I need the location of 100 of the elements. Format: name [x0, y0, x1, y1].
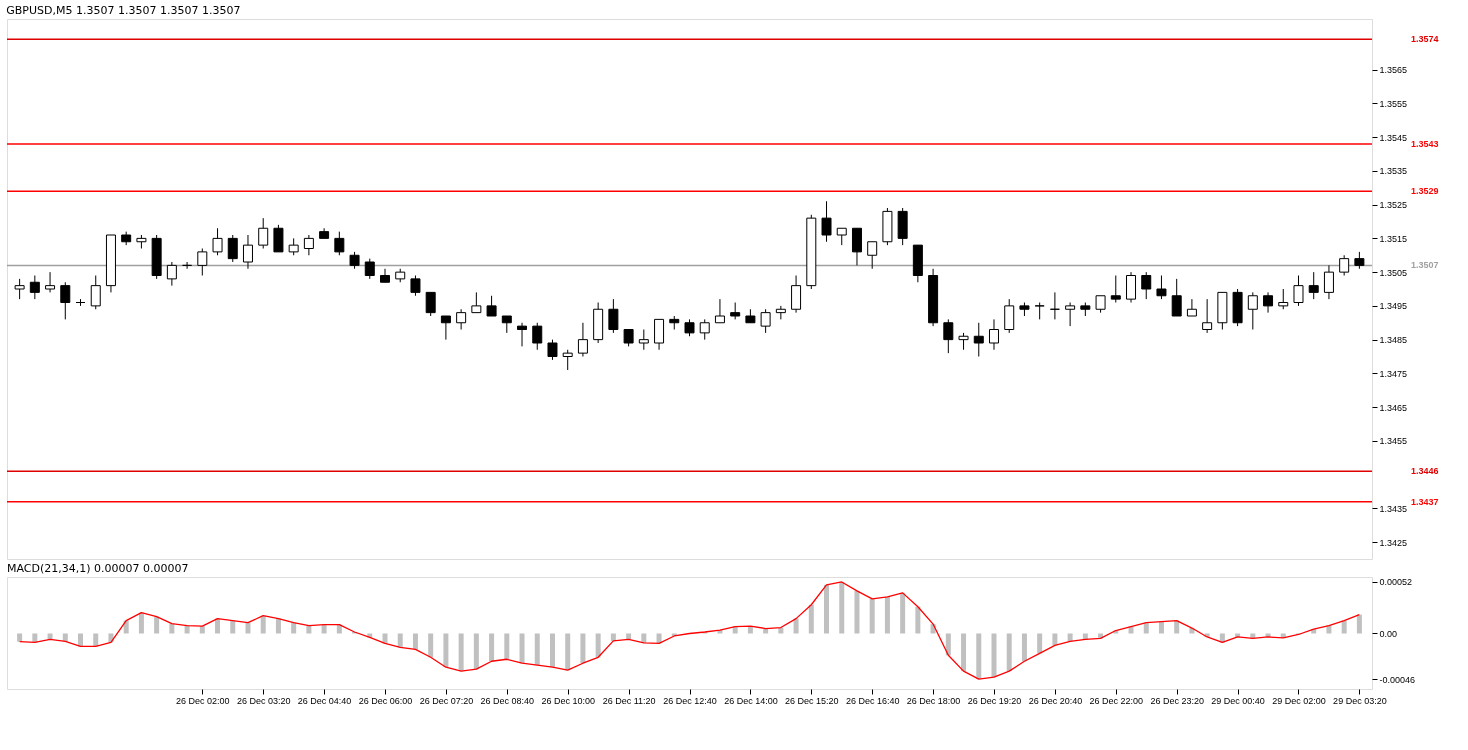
x-tick-label: 29 Dec 03:20	[1333, 695, 1387, 706]
bar	[47, 633, 53, 640]
y-tick-label: 1.3455	[1379, 436, 1408, 447]
candlestick	[791, 275, 802, 314]
candlestick	[1110, 275, 1121, 303]
bar	[1341, 620, 1347, 634]
y-tick-label: 1.3435	[1379, 503, 1408, 514]
candlestick	[608, 298, 619, 334]
bar	[473, 633, 479, 670]
candlestick	[1293, 275, 1304, 307]
candlestick	[440, 315, 451, 341]
bar	[839, 581, 845, 634]
x-tick-label: 29 Dec 02:00	[1272, 695, 1326, 706]
candlestick	[273, 224, 284, 253]
x-tick-label: 26 Dec 16:40	[845, 695, 900, 706]
candlestick	[242, 234, 253, 270]
bar	[915, 606, 921, 634]
bar	[1356, 614, 1362, 634]
y-tick-label: 1.3465	[1379, 402, 1408, 413]
candlestick	[456, 308, 467, 330]
candlestick	[562, 349, 573, 371]
bar	[1052, 633, 1058, 646]
bar	[1082, 633, 1088, 640]
bar	[1067, 633, 1073, 642]
bar	[1158, 621, 1164, 634]
candlestick	[867, 241, 878, 270]
y-tick-label: 1.3505	[1379, 267, 1408, 278]
bar	[580, 633, 586, 664]
x-tick-label: 26 Dec 10:00	[541, 695, 595, 706]
candlestick	[303, 234, 314, 256]
candlestick	[45, 271, 56, 293]
bar	[169, 623, 175, 634]
bar	[808, 604, 814, 634]
x-tick-label: 26 Dec 23:20	[1150, 695, 1204, 706]
bar	[62, 633, 68, 642]
candlestick	[714, 298, 725, 324]
y-tick-label: 1.3425	[1379, 537, 1408, 548]
bar	[108, 633, 114, 643]
y-tick-label: 1.3545	[1379, 132, 1408, 143]
candlestick	[699, 318, 710, 341]
bar	[824, 584, 830, 634]
x-tick-label: 26 Dec 14:00	[724, 695, 778, 706]
candlestick	[29, 275, 40, 300]
bar	[458, 633, 464, 672]
chart-title: MACD(21,34,1) 0.00007 0.00007	[7, 562, 189, 575]
candlestick	[517, 322, 528, 347]
candlestick	[471, 291, 482, 314]
bar	[412, 633, 418, 650]
bar	[275, 618, 281, 634]
bar	[1037, 633, 1043, 654]
bar	[78, 633, 84, 647]
bar	[961, 633, 967, 672]
ref-line-label: 1.3437	[1411, 496, 1439, 507]
bar	[397, 633, 403, 648]
x-tick-label: 26 Dec 22:00	[1089, 695, 1144, 706]
candlestick	[1263, 291, 1274, 314]
bar	[93, 633, 99, 647]
candlestick	[1171, 278, 1182, 317]
ref-line-label: 1.3529	[1411, 186, 1439, 197]
x-tick-label: 26 Dec 12:40	[663, 695, 717, 706]
x-tick-label: 26 Dec 06:00	[358, 695, 413, 706]
candlestick	[364, 258, 375, 280]
candlestick	[973, 322, 984, 357]
candlestick	[1202, 298, 1213, 334]
x-tick-label: 26 Dec 02:00	[176, 695, 230, 706]
bar	[138, 612, 144, 634]
bar	[367, 633, 373, 638]
y-tick-label: 0.00	[1379, 629, 1398, 639]
bar	[945, 633, 951, 656]
bar	[610, 633, 616, 641]
candlestick	[227, 234, 238, 263]
candlestick	[90, 275, 101, 310]
candlestick	[212, 227, 223, 256]
candlestick	[258, 217, 269, 249]
x-tick-label: 29 Dec 00:40	[1211, 695, 1265, 706]
bar	[869, 598, 875, 634]
bar	[900, 592, 906, 634]
candlestick	[851, 227, 862, 266]
x-tick-label: 26 Dec 07:20	[419, 695, 474, 706]
bar	[504, 633, 510, 660]
bar	[976, 633, 982, 680]
candlestick	[638, 329, 649, 351]
candlestick	[1247, 291, 1258, 330]
x-tick-label: 26 Dec 11:20	[602, 695, 656, 706]
bar	[32, 633, 38, 643]
bar	[854, 590, 860, 634]
bar	[1006, 633, 1012, 672]
candlestick	[60, 281, 71, 320]
chart-title: GBPUSD,M5 1.3507 1.3507 1.3507 1.3507	[6, 4, 241, 17]
bar	[17, 633, 23, 642]
candlestick	[760, 308, 771, 334]
bar	[884, 596, 890, 634]
y-tick-label: 0.00052	[1379, 577, 1413, 588]
candlestick	[1308, 271, 1319, 300]
bar	[549, 633, 555, 668]
y-tick-label: 1.3485	[1379, 335, 1408, 346]
candlestick	[1004, 298, 1015, 334]
line-series	[18, 581, 1361, 680]
bar	[382, 633, 388, 644]
y-tick-label: 1.3555	[1379, 98, 1408, 109]
